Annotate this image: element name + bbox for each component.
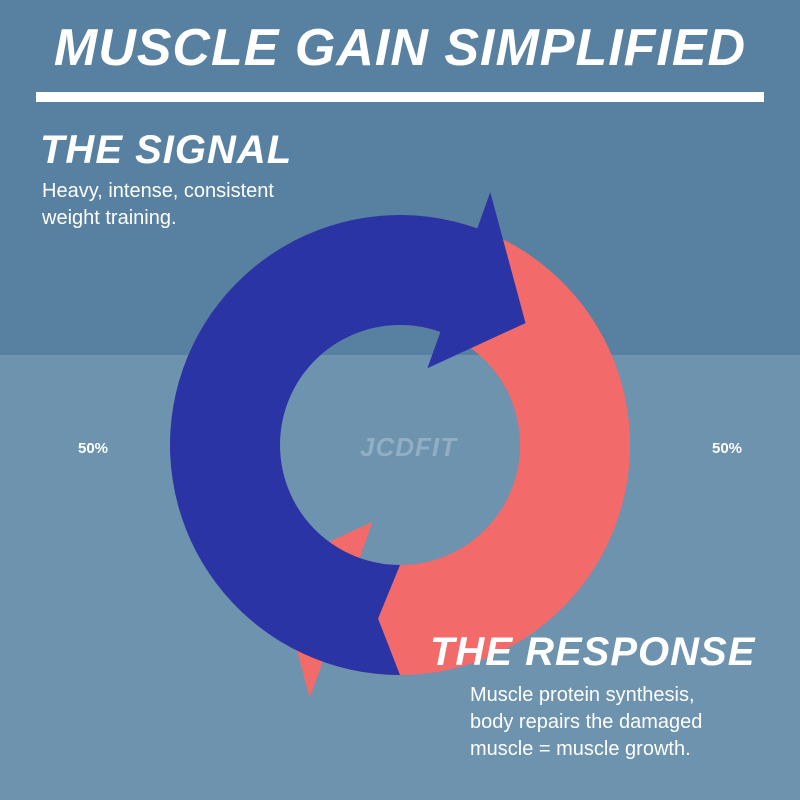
response-body: Muscle protein synthesis,body repairs th… bbox=[470, 682, 702, 763]
main-title: MUSCLE GAIN SIMPLIFIED bbox=[0, 18, 800, 78]
response-heading: THE RESPONSE bbox=[430, 630, 755, 675]
percent-left-label: 50% bbox=[78, 440, 108, 457]
percent-right-label: 50% bbox=[712, 440, 742, 457]
title-divider bbox=[36, 92, 764, 102]
center-logo: JCDFIT bbox=[360, 432, 457, 463]
